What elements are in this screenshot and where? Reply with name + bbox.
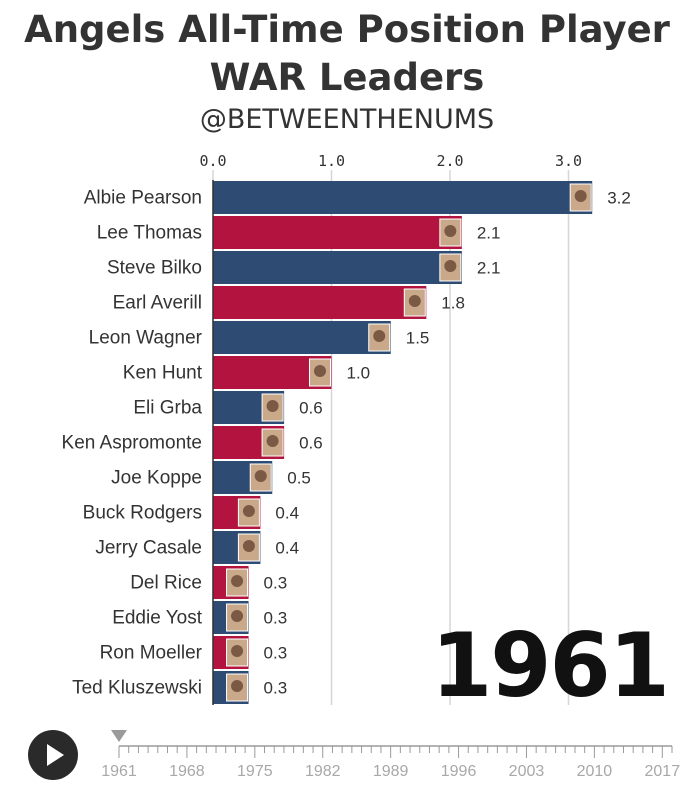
player-photo-face-0: [574, 190, 587, 202]
player-name-3: Earl Averill: [113, 293, 202, 314]
value-label-10: 0.4: [275, 539, 299, 558]
player-name-0: Albie Pearson: [84, 188, 202, 209]
player-name-6: Eli Grba: [133, 398, 202, 419]
timeline-label-2010: 2010: [577, 763, 613, 780]
value-label-0: 3.2: [607, 189, 631, 208]
player-name-11: Del Rice: [130, 573, 202, 594]
player-name-2: Steve Bilko: [107, 258, 202, 279]
year-timeline-slider[interactable]: 1961 1968 1975 1982 1989 1996 2003 2010 2017: [0, 720, 694, 794]
x-tick-label-2: 2.0: [436, 152, 463, 170]
value-label-4: 1.5: [406, 329, 430, 348]
timeline-label-1968: 1968: [169, 763, 205, 780]
bar-0: [213, 181, 593, 214]
player-photo-face-7: [266, 435, 279, 447]
value-label-2: 2.1: [477, 259, 501, 278]
value-label-13: 0.3: [264, 644, 288, 663]
bar-2: [213, 251, 462, 284]
value-label-14: 0.3: [264, 679, 288, 698]
value-label-11: 0.3: [264, 574, 288, 593]
value-label-8: 0.5: [287, 469, 311, 488]
player-name-1: Lee Thomas: [97, 223, 202, 244]
player-photo-face-6: [266, 400, 279, 412]
x-tick-label-0: 0.0: [199, 152, 226, 170]
timeline-handle[interactable]: [111, 730, 127, 742]
timeline-label-2003: 2003: [509, 763, 545, 780]
player-photo-face-4: [373, 330, 386, 342]
player-photo-face-5: [314, 365, 326, 377]
player-photo-face-3: [408, 295, 421, 307]
play-icon: [47, 744, 64, 766]
value-label-3: 1.8: [441, 294, 465, 313]
player-photo-face-12: [231, 610, 244, 622]
player-name-9: Buck Rodgers: [83, 503, 202, 524]
player-photo-face-10: [242, 540, 255, 552]
player-photo-face-14: [231, 680, 244, 692]
value-label-1: 2.1: [477, 224, 501, 243]
player-photo-face-2: [444, 260, 457, 272]
value-label-5: 1.0: [347, 364, 371, 383]
chart-title: Angels All-Time Position Player WAR Lead…: [0, 6, 694, 102]
bar-4: [213, 321, 391, 354]
player-name-7: Ken Aspromonte: [62, 433, 202, 454]
timeline-label-1961: 1961: [101, 763, 137, 780]
player-name-4: Leon Wagner: [89, 328, 203, 349]
player-name-14: Ted Kluszewski: [72, 678, 202, 699]
player-name-13: Ron Moeller: [100, 643, 203, 664]
value-label-12: 0.3: [264, 609, 288, 628]
x-tick-label-1: 1.0: [318, 152, 345, 170]
value-label-7: 0.6: [299, 434, 323, 453]
player-photo-face-13: [231, 645, 244, 657]
timeline-label-2017: 2017: [645, 763, 681, 780]
timeline-label-1975: 1975: [237, 763, 273, 780]
x-tick-label-3: 3.0: [555, 152, 582, 170]
player-name-12: Eddie Yost: [112, 608, 203, 629]
player-photo-face-8: [254, 470, 267, 482]
value-label-6: 0.6: [299, 399, 323, 418]
bar-1: [213, 216, 462, 249]
current-year-label: 1961: [431, 614, 670, 717]
player-photo-face-9: [242, 505, 255, 517]
timeline-label-1982: 1982: [305, 763, 341, 780]
timeline-label-1989: 1989: [373, 763, 409, 780]
player-name-10: Jerry Casale: [95, 538, 202, 559]
play-button[interactable]: [28, 730, 78, 780]
player-name-5: Ken Hunt: [123, 363, 203, 384]
player-name-8: Joe Koppe: [111, 468, 202, 489]
title-line-2: WAR Leaders: [209, 56, 485, 99]
value-label-9: 0.4: [275, 504, 299, 523]
player-photo-face-11: [231, 575, 244, 587]
player-photo-face-1: [444, 225, 457, 237]
bar-3: [213, 286, 427, 319]
title-line-1: Angels All-Time Position Player: [24, 8, 670, 51]
bar-chart: 0.0 1.0 2.0 3.0 Albie Pearson 3.2 Lee Thomas 2.…: [62, 152, 631, 705]
chart-subtitle: @BETWEENTHENUMS: [199, 104, 495, 135]
timeline-label-1996: 1996: [441, 763, 477, 780]
